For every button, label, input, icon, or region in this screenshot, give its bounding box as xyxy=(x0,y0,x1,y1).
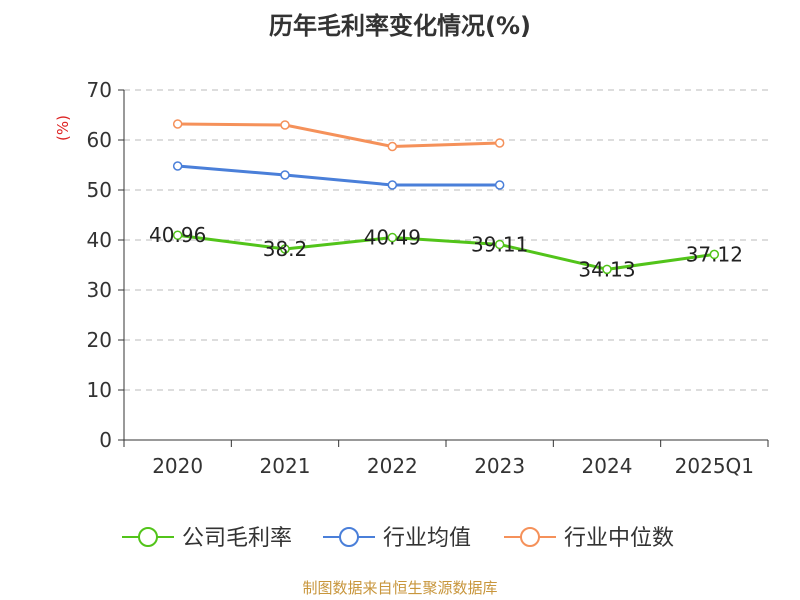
data-label: 40.49 xyxy=(364,226,421,250)
x-tick-label: 2020 xyxy=(152,454,203,478)
data-point[interactable] xyxy=(387,232,398,243)
x-tick-label: 2022 xyxy=(367,454,418,478)
legend-item[interactable]: 行业中位数 xyxy=(504,526,674,551)
legend-item[interactable]: 公司毛利率 xyxy=(122,526,292,551)
data-label: 37.12 xyxy=(686,242,743,266)
data-point[interactable] xyxy=(280,244,290,254)
axes: 0 10 20 30 40 50 60 70 2020 2021 2022 2023 2024 2025Q… xyxy=(87,78,769,478)
series-line xyxy=(176,122,502,148)
series-line xyxy=(176,164,502,187)
y-tick-label: 40 xyxy=(87,228,112,252)
series-industry-mean xyxy=(172,161,505,190)
legend-label: 行业中位数 xyxy=(564,526,674,551)
y-tick-label: 60 xyxy=(87,128,112,152)
y-tick-label: 20 xyxy=(87,328,112,352)
data-point[interactable] xyxy=(494,138,505,148)
data-point[interactable] xyxy=(494,239,505,250)
data-point[interactable] xyxy=(172,230,183,240)
x-tick-label: 2021 xyxy=(260,454,311,478)
data-label: 40.96 xyxy=(149,223,206,247)
x-tick-label: 2023 xyxy=(474,454,525,478)
data-label: 34.13 xyxy=(578,257,635,281)
data-point[interactable] xyxy=(602,264,612,275)
legend[interactable]: 公司毛利率 行业均值 行业中位数 xyxy=(122,526,674,551)
legend-label: 公司毛利率 xyxy=(182,526,292,551)
data-point[interactable] xyxy=(494,180,505,190)
y-tick-label: 30 xyxy=(87,278,112,302)
legend-item[interactable]: 行业均值 xyxy=(323,526,471,551)
series-line xyxy=(176,233,716,271)
chart-title: 历年毛利率变化情况(%) xyxy=(269,12,531,40)
data-point[interactable] xyxy=(387,180,398,190)
series-company-gross-margin: 40.96 38.2 40.49 39.11 34.13 37.12 xyxy=(149,223,743,281)
series-industry-median xyxy=(172,119,505,152)
y-axis-label: (%) xyxy=(54,115,72,141)
data-point[interactable] xyxy=(280,170,290,180)
data-point[interactable] xyxy=(172,161,183,171)
x-tick-label: 2024 xyxy=(582,454,633,478)
data-label: 39.11 xyxy=(471,232,528,256)
y-tick-label: 70 xyxy=(87,78,112,102)
data-point[interactable] xyxy=(709,249,720,260)
data-point[interactable] xyxy=(387,141,398,152)
x-tick-label: 2025Q1 xyxy=(675,454,754,478)
legend-marker xyxy=(520,527,540,547)
series-group: 40.96 38.2 40.49 39.11 34.13 37.12 xyxy=(149,119,743,281)
data-label: 38.2 xyxy=(263,237,308,261)
source-note: 制图数据来自恒生聚源数据库 xyxy=(302,579,497,597)
legend-marker xyxy=(339,527,359,547)
y-tick-label: 0 xyxy=(99,428,112,452)
y-tick-label: 50 xyxy=(87,178,112,202)
data-point[interactable] xyxy=(172,119,183,129)
legend-label: 行业均值 xyxy=(383,526,471,551)
data-point[interactable] xyxy=(280,120,290,130)
legend-marker xyxy=(138,527,158,547)
y-tick-label: 10 xyxy=(87,378,112,402)
